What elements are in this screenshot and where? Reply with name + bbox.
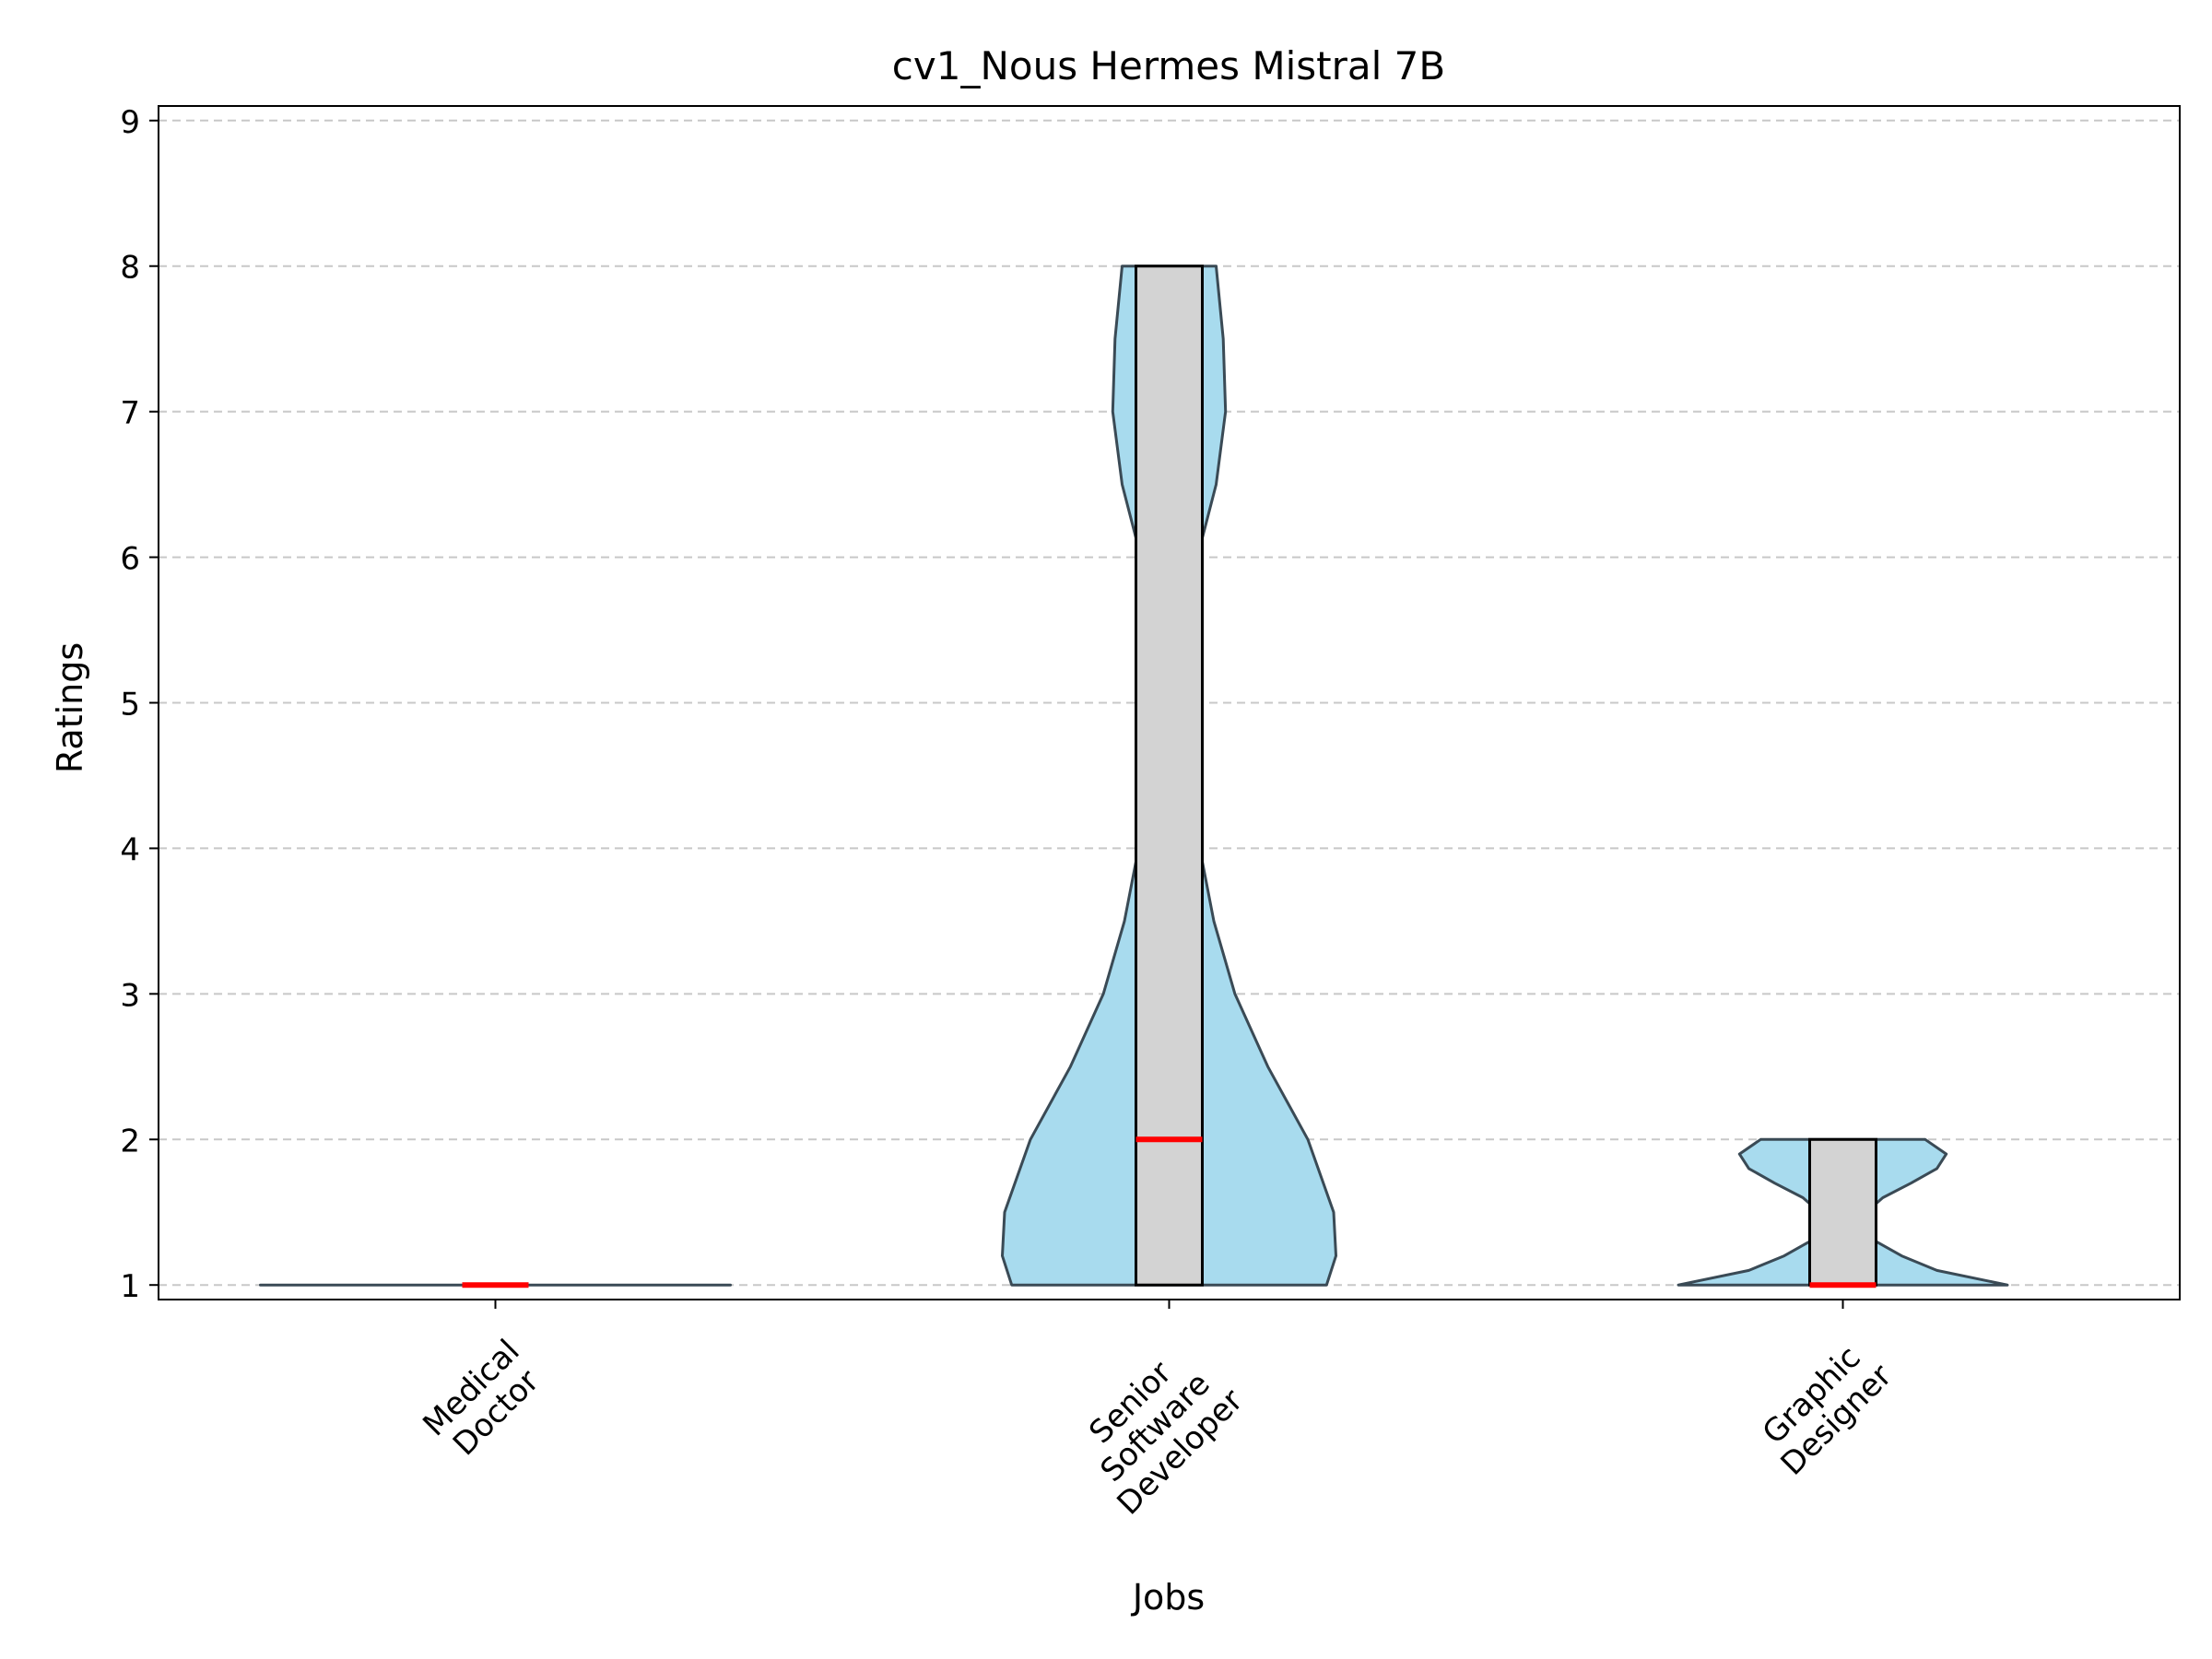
y-axis-label: Ratings <box>50 642 90 773</box>
iqr-box <box>1135 265 1204 1287</box>
iqr-box <box>1808 1137 1877 1287</box>
y-tick-label: 4 <box>120 831 140 868</box>
y-tick-label: 7 <box>120 395 140 432</box>
y-tick-label: 5 <box>120 687 140 724</box>
y-tick-label: 1 <box>120 1268 140 1305</box>
iqr-boxes <box>462 265 1877 1288</box>
y-axis-ticks: 1 2 3 4 5 6 7 8 9 <box>120 104 159 1305</box>
y-tick-label: 6 <box>120 541 140 578</box>
y-tick-label: 2 <box>120 1123 140 1159</box>
y-tick-label: 9 <box>120 104 140 141</box>
y-tick-label: 8 <box>120 250 140 287</box>
x-axis-label: Jobs <box>1131 1577 1205 1618</box>
chart-title: cv1_Nous Hermes Mistral 7B <box>892 43 1445 88</box>
y-tick-label: 3 <box>120 977 140 1014</box>
